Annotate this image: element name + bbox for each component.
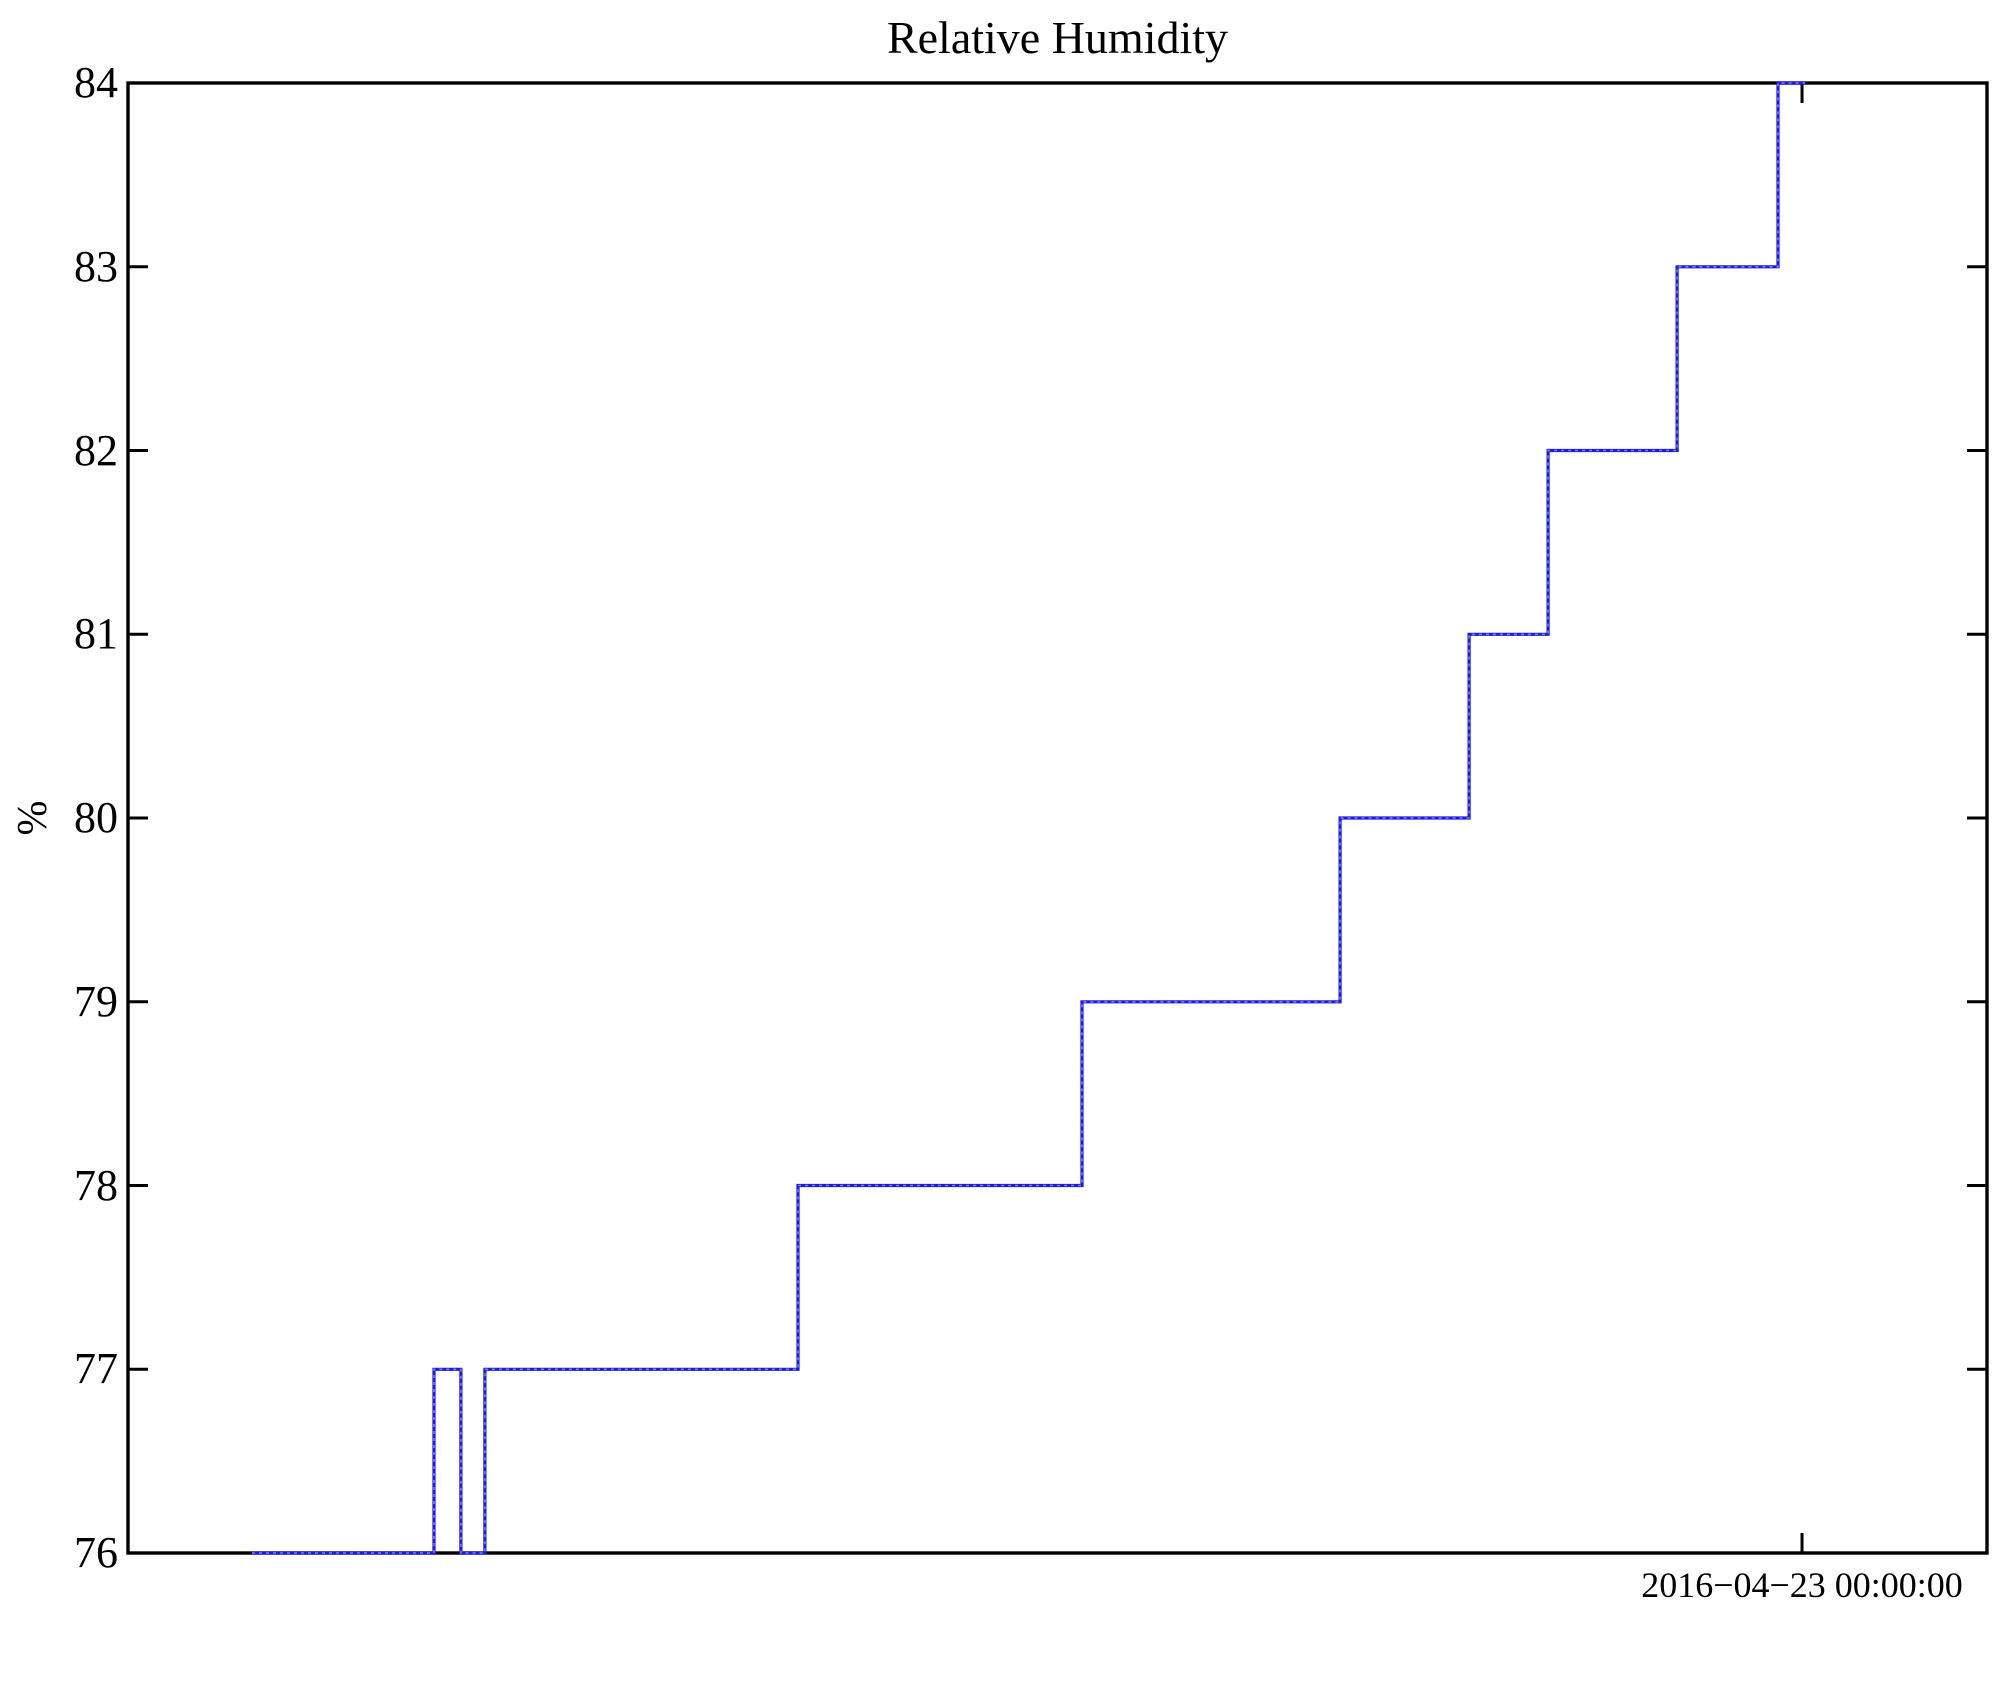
chart-title: Relative Humidity — [886, 12, 1229, 63]
y-tick-label: 84 — [74, 58, 118, 107]
y-tick-label: 81 — [74, 609, 118, 659]
humidity-step-line — [252, 81, 1805, 1555]
y-tick-label: 82 — [74, 425, 118, 475]
x-axis-tick-label: 2016−04−23 00:00:00 — [1641, 1565, 1963, 1605]
plot-border — [126, 81, 1989, 1555]
y-tick-label: 79 — [74, 976, 118, 1026]
y-tick-label: 77 — [74, 1344, 118, 1394]
y-tick-label: 78 — [74, 1160, 118, 1210]
humidity-step-line-texture — [252, 82, 1805, 1554]
y-tick-label: 76 — [74, 1528, 118, 1577]
y-tick-label: 83 — [74, 241, 118, 291]
y-tick-label: 80 — [74, 793, 118, 842]
